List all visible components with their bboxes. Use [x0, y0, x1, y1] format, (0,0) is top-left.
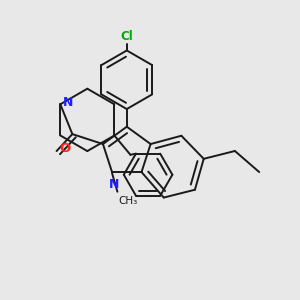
Text: N: N — [62, 96, 73, 109]
Text: O: O — [59, 142, 71, 155]
Text: CH₃: CH₃ — [119, 196, 138, 206]
Text: N: N — [109, 178, 119, 191]
Text: Cl: Cl — [120, 30, 133, 43]
